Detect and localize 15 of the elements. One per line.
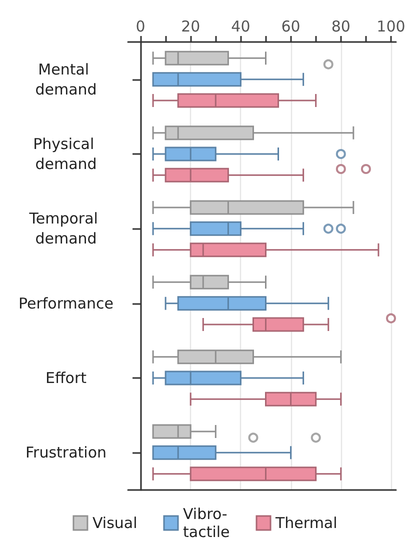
legend-label: Thermal xyxy=(274,514,338,532)
x-tick-label: 80 xyxy=(331,18,350,36)
y-tick-label: Temporal demand xyxy=(28,210,103,248)
x-tick-label: 40 xyxy=(231,18,250,36)
x-tick-label: 20 xyxy=(181,18,200,36)
y-tick-label: Effort xyxy=(45,369,87,387)
y-tick-label: Physical demand xyxy=(33,135,99,173)
x-tick-label: 100 xyxy=(376,18,406,36)
y-tick-label: Mental demand xyxy=(35,60,97,98)
x-tick-label: 60 xyxy=(281,18,300,36)
y-tick-label: Performance xyxy=(18,294,114,312)
y-tick-label: Frustration xyxy=(26,444,106,462)
x-tick-label: 0 xyxy=(136,18,146,36)
legend-label: Vibro-tactile xyxy=(182,505,230,541)
legend-label: Visual xyxy=(92,514,138,532)
